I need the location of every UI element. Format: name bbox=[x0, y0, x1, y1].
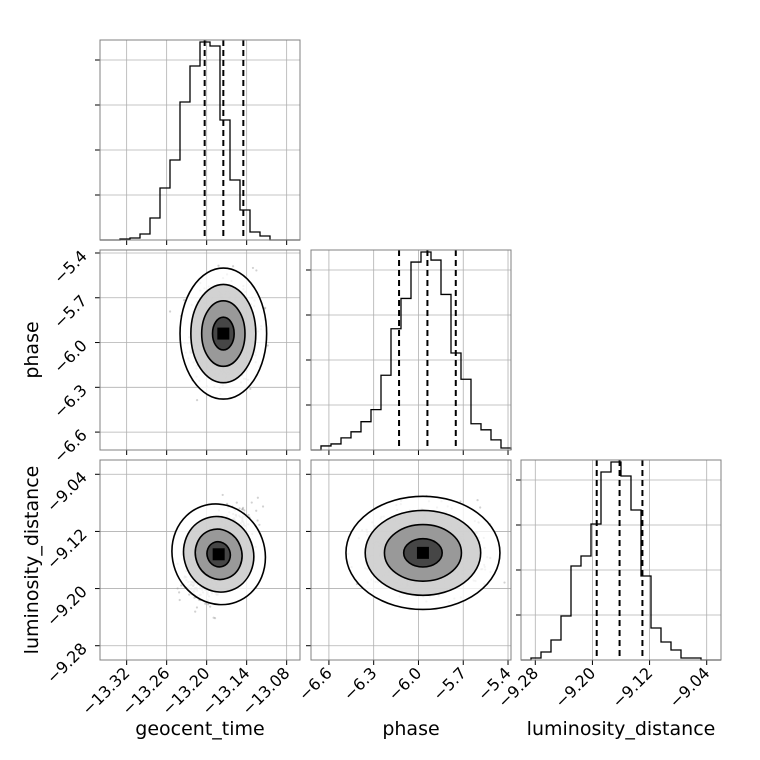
scatter-point bbox=[221, 493, 224, 497]
panel-frame bbox=[310, 459, 512, 661]
scatter-point bbox=[193, 596, 196, 599]
scatter-point bbox=[235, 501, 238, 504]
x-tick-label: −5.7 bbox=[429, 663, 470, 704]
x-tick-label: −6.0 bbox=[384, 663, 425, 704]
scatter-point bbox=[209, 605, 212, 608]
density-peak bbox=[217, 327, 230, 340]
scatter-point bbox=[250, 501, 253, 504]
y-tick-label: −5.7 bbox=[50, 291, 91, 332]
scatter-point bbox=[213, 617, 217, 620]
scatter-point bbox=[168, 310, 172, 313]
density-peak bbox=[212, 548, 225, 561]
scatter-panel-geocent_time-luminosity_distance bbox=[95, 459, 301, 665]
scatter-point bbox=[266, 344, 269, 347]
scatter-point bbox=[195, 399, 199, 402]
scatter-point bbox=[178, 598, 181, 602]
scatter-panel-phase-luminosity_distance bbox=[306, 459, 518, 665]
y-axis-label-phase: phase bbox=[21, 321, 43, 378]
scatter-point bbox=[243, 509, 246, 512]
histogram-step-line bbox=[521, 461, 721, 661]
y-tick-label: −6.3 bbox=[50, 381, 91, 422]
histogram-step-line bbox=[100, 41, 300, 241]
scatter-point bbox=[255, 509, 258, 512]
y-axis-label-luminosity_distance: luminosity_distance bbox=[21, 466, 43, 655]
scatter-point bbox=[241, 508, 244, 511]
scatter-point bbox=[212, 616, 215, 619]
density-peak bbox=[416, 546, 429, 559]
panel-content bbox=[171, 493, 267, 620]
scatter-point bbox=[249, 387, 252, 390]
y-tick-label: −9.28 bbox=[43, 639, 91, 687]
panel-content bbox=[168, 264, 269, 402]
panel-frame bbox=[99, 249, 301, 451]
panel-frame bbox=[310, 249, 512, 451]
histogram-step-line bbox=[311, 251, 512, 451]
panel-content bbox=[345, 494, 518, 611]
scatter-point bbox=[176, 587, 179, 590]
scatter-panel-geocent_time-phase bbox=[95, 249, 301, 455]
scatter-point bbox=[256, 496, 259, 499]
scatter-point bbox=[251, 266, 255, 270]
x-axis-label-phase: phase bbox=[382, 718, 439, 740]
histogram-panel-luminosity_distance bbox=[516, 459, 722, 665]
scatter-point bbox=[178, 591, 181, 594]
histogram-panel-phase bbox=[306, 249, 512, 455]
scatter-point bbox=[207, 603, 210, 606]
y-tick-label: −9.04 bbox=[43, 468, 91, 516]
x-tick-label: −9.04 bbox=[665, 663, 713, 711]
panel-frame bbox=[99, 39, 301, 241]
x-tick-label: −6.3 bbox=[340, 663, 381, 704]
scatter-point bbox=[479, 506, 482, 509]
y-tick-label: −9.20 bbox=[43, 582, 91, 630]
scatter-point bbox=[241, 506, 245, 509]
scatter-point bbox=[503, 581, 506, 584]
y-tick-label: −5.4 bbox=[50, 246, 91, 287]
x-tick-label: −9.12 bbox=[608, 663, 656, 711]
scatter-point bbox=[241, 508, 244, 511]
scatter-point bbox=[261, 505, 265, 508]
x-tick-label: −9.20 bbox=[551, 663, 599, 711]
y-tick-label: −6.6 bbox=[50, 425, 91, 466]
scatter-point bbox=[256, 519, 259, 522]
scatter-point bbox=[195, 606, 199, 609]
x-axis-label-luminosity_distance: luminosity_distance bbox=[527, 718, 716, 740]
scatter-point bbox=[188, 593, 191, 596]
scatter-point bbox=[217, 264, 220, 267]
x-tick-label: −6.6 bbox=[295, 663, 336, 704]
scatter-point bbox=[264, 306, 267, 309]
scatter-point bbox=[459, 500, 462, 503]
scatter-point bbox=[238, 507, 241, 510]
scatter-point bbox=[194, 610, 197, 613]
x-axis-label-geocent_time: geocent_time bbox=[135, 718, 264, 740]
panel-frame bbox=[520, 459, 722, 661]
histogram-panel-geocent_time bbox=[95, 39, 301, 245]
y-tick-label: −9.12 bbox=[43, 525, 91, 573]
y-tick-label: −6.0 bbox=[50, 336, 91, 377]
panel-frame bbox=[99, 459, 301, 661]
scatter-point bbox=[231, 265, 235, 268]
scatter-point bbox=[258, 523, 261, 526]
scatter-point bbox=[476, 499, 479, 502]
scatter-point bbox=[255, 269, 258, 272]
scatter-point bbox=[516, 560, 518, 562]
scatter-point bbox=[182, 298, 186, 302]
scatter-point bbox=[204, 602, 207, 605]
scatter-point bbox=[180, 584, 183, 587]
scatter-point bbox=[247, 513, 250, 517]
